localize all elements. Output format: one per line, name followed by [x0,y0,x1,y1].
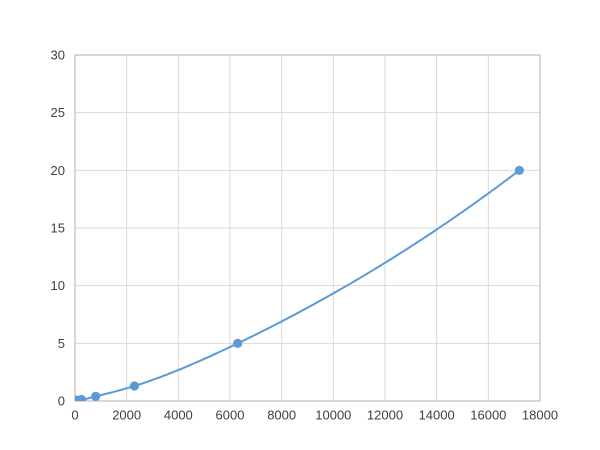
svg-text:8000: 8000 [267,408,296,423]
svg-text:20: 20 [51,163,65,178]
svg-text:5: 5 [58,336,65,351]
svg-text:10000: 10000 [315,408,351,423]
svg-text:0: 0 [58,394,65,409]
svg-text:4000: 4000 [164,408,193,423]
svg-text:25: 25 [51,105,65,120]
svg-text:10: 10 [51,278,65,293]
svg-text:15: 15 [51,221,65,236]
svg-text:12000: 12000 [367,408,403,423]
svg-text:2000: 2000 [112,408,141,423]
svg-text:16000: 16000 [470,408,506,423]
svg-text:14000: 14000 [419,408,455,423]
svg-text:30: 30 [51,48,65,63]
svg-text:6000: 6000 [216,408,245,423]
svg-text:18000: 18000 [522,408,558,423]
svg-text:0: 0 [71,408,78,423]
